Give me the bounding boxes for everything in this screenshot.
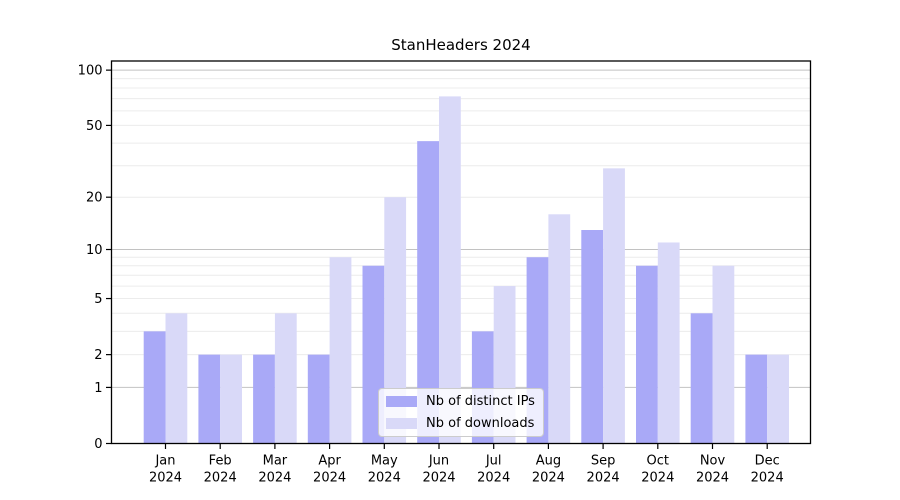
bar-apr-downloads: [329, 257, 352, 444]
legend: Nb of distinct IPs Nb of downloads: [378, 388, 544, 437]
bar-jan-distinct-ips: [143, 331, 166, 444]
x-tick-label-month-dec: Dec: [755, 454, 780, 469]
bar-may-downloads: [384, 197, 407, 444]
x-tick-label-year-apr: 2024: [313, 471, 346, 486]
x-tick-label-year-mar: 2024: [258, 471, 291, 486]
legend-swatch-downloads: [386, 418, 417, 429]
bar-jan-downloads: [165, 313, 188, 444]
x-tick-label-year-oct: 2024: [641, 471, 674, 486]
plot-frame: [110, 60, 812, 445]
bar-apr-distinct-ips: [307, 354, 330, 444]
x-tick-label-month-nov: Nov: [700, 454, 726, 469]
y-tick-label-5: 5: [94, 292, 102, 307]
bar-oct-downloads: [657, 242, 680, 444]
legend-item-downloads: Nb of downloads: [386, 417, 534, 430]
y-tick-label-1: 1: [94, 381, 102, 396]
bar-oct-distinct-ips: [636, 265, 658, 444]
x-tick-label-year-aug: 2024: [532, 471, 565, 486]
y-tick-label-100: 100: [78, 64, 103, 79]
chart-title: StanHeaders 2024: [391, 36, 531, 54]
x-tick-label-month-aug: Aug: [536, 454, 561, 469]
y-tick-label-10: 10: [86, 243, 103, 258]
x-tick-label-year-jan: 2024: [149, 471, 182, 486]
legend-item-distinct-ips: Nb of distinct IPs: [386, 394, 535, 409]
bar-jun-distinct-ips: [417, 141, 439, 444]
x-tick-label-year-sep: 2024: [587, 471, 620, 486]
x-tick-label-year-may: 2024: [368, 471, 401, 486]
x-tick-label-year-jul: 2024: [477, 471, 510, 486]
x-tick-label-year-nov: 2024: [696, 471, 729, 486]
x-tick-label-month-may: May: [371, 454, 398, 469]
bar-jun-downloads: [439, 96, 461, 444]
bar-dec-downloads: [767, 354, 789, 444]
x-tick-label-year-feb: 2024: [204, 471, 237, 486]
legend-label-distinct-ips: Nb of distinct IPs: [426, 394, 535, 409]
bar-nov-downloads: [712, 265, 735, 444]
x-tick-label-month-oct: Oct: [647, 454, 669, 469]
bar-feb-distinct-ips: [198, 354, 221, 444]
y-tick-label-50: 50: [86, 119, 103, 134]
x-tick-label-month-jun: Jun: [428, 454, 449, 469]
bar-sep-downloads: [603, 168, 625, 444]
y-tick-label-20: 20: [86, 191, 103, 206]
x-tick-label-month-jan: Jan: [154, 454, 175, 469]
x-tick-label-month-mar: Mar: [263, 454, 288, 469]
x-tick-label-month-apr: Apr: [318, 454, 341, 469]
legend-swatch-distinct-ips: [386, 396, 417, 407]
bar-nov-distinct-ips: [690, 313, 713, 444]
bar-mar-distinct-ips: [253, 354, 275, 444]
x-tick-label-year-jun: 2024: [422, 471, 455, 486]
bar-aug-downloads: [548, 214, 571, 444]
y-tick-label-0: 0: [94, 437, 102, 452]
legend-label-downloads: Nb of downloads: [426, 416, 535, 431]
bar-mar-downloads: [274, 313, 297, 444]
bar-sep-distinct-ips: [581, 230, 604, 444]
x-tick-label-year-dec: 2024: [751, 471, 784, 486]
y-tick-label-2: 2: [94, 348, 102, 363]
bar-dec-distinct-ips: [745, 354, 768, 444]
x-tick-label-month-feb: Feb: [209, 454, 232, 469]
x-tick-label-month-sep: Sep: [591, 454, 616, 469]
x-tick-label-month-jul: Jul: [485, 454, 502, 469]
bar-feb-downloads: [220, 354, 242, 444]
